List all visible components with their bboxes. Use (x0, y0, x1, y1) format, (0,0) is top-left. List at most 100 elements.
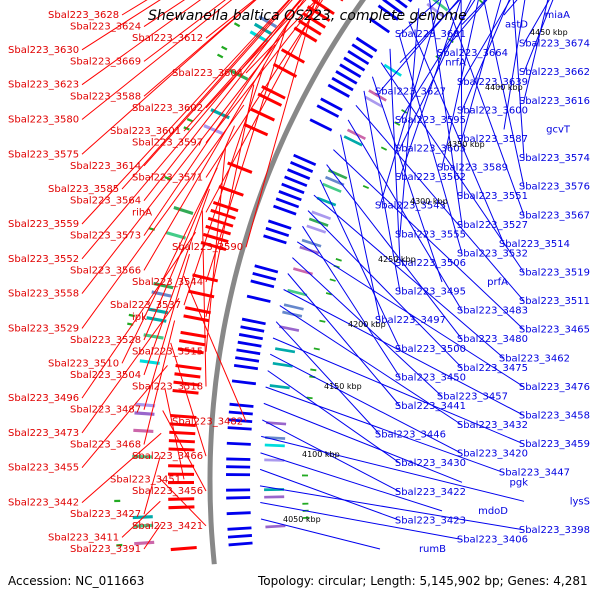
right-strand-gene (382, 0, 404, 15)
left-strand-gene (192, 273, 219, 283)
right-gene-label: Sbal223_3423 (395, 515, 466, 526)
right-strand-gene (265, 226, 290, 238)
callout-line (260, 502, 463, 540)
left-gene-label: Sbal223_3515 (132, 347, 203, 358)
feature-block (325, 175, 345, 187)
left-gene-label: Sbal223_3669 (70, 56, 141, 67)
callout-line (143, 523, 162, 550)
feature-block (272, 361, 293, 368)
gene-callout-lines (81, 0, 554, 550)
callout-line (371, 76, 443, 283)
left-gene-label: Sbal223_3597 (132, 138, 203, 149)
right-strand-gene (309, 118, 333, 132)
callout-line (445, 0, 525, 216)
right-gene-label: Sbal223_3616 (519, 96, 590, 107)
right-gene-label: Sbal223_3422 (395, 487, 466, 498)
feature-block (265, 524, 286, 529)
feature-dot (329, 278, 336, 282)
right-strand-gene (267, 219, 292, 230)
feature-block (316, 196, 337, 207)
callout-line (441, 0, 479, 168)
right-gene-label: Sbal223_3567 (519, 210, 590, 221)
right-strand-gene (407, 0, 413, 3)
right-strand-gene (226, 441, 251, 446)
right-gene-label: miaA (545, 10, 571, 21)
right-gene-label: Sbal223_3500 (395, 344, 466, 355)
feature-block (258, 15, 278, 29)
left-strand-gene (218, 185, 244, 197)
callout-line (143, 0, 257, 97)
callout-line (143, 0, 293, 167)
feature-dot (325, 292, 333, 296)
left-gene-label: Sbal223_3510 (48, 358, 119, 369)
callout-line (379, 0, 459, 92)
callout-line (275, 321, 381, 435)
left-strand-gene (175, 363, 202, 371)
right-gene-label: Sbal223_3430 (395, 458, 466, 469)
feature-dot (221, 45, 228, 51)
callout-line (355, 104, 525, 302)
feature-dot (216, 53, 224, 59)
right-strand-gene (275, 197, 300, 209)
feature-block (264, 443, 285, 448)
right-gene-label: Sbal223_3495 (395, 287, 466, 298)
right-gene-label: Sbal223_3483 (457, 306, 528, 317)
callout-line (143, 125, 235, 341)
kbp-tick-label: 4200 kbp (348, 320, 386, 329)
right-gene-label: Sbal223_3562 (395, 172, 466, 183)
callout-line (399, 0, 462, 178)
feature-block (306, 224, 327, 234)
right-strand-gene (281, 182, 305, 195)
kbp-tick-label: 4400 kbp (485, 83, 523, 92)
right-gene-label: Sbal223_3664 (437, 48, 508, 59)
callout-line (461, 0, 511, 83)
callout-line (503, 0, 526, 130)
right-gene-label: Sbal223_3600 (457, 105, 528, 116)
right-strand-gene (368, 17, 391, 34)
left-gene-label: Sbal223_3544 (132, 277, 203, 288)
right-gene-label: Sbal223_3459 (519, 439, 590, 450)
right-strand-gene (228, 410, 253, 416)
callout-line (461, 0, 510, 111)
feature-block (287, 288, 308, 297)
right-gene-label: Sbal223_3681 (395, 29, 466, 40)
left-strand-gene (207, 216, 234, 228)
right-gene-label: Sbal223_3475 (457, 363, 528, 374)
left-strand-gene (243, 122, 269, 137)
callout-line (121, 500, 161, 538)
callout-line (347, 119, 463, 311)
left-gene-label: Sbal223_3496 (8, 393, 79, 404)
callout-line (340, 134, 381, 321)
callout-line (483, 0, 525, 187)
page-title: Shewanella baltica OS223, complete genom… (148, 8, 467, 24)
callout-line (307, 210, 463, 369)
feature-dot (128, 313, 135, 318)
left-gene-label: Sbal223_3537 (110, 300, 181, 311)
left-strand-gene (168, 480, 195, 485)
right-strand-gene (355, 36, 378, 53)
feature-block (283, 303, 304, 311)
right-strand-gene (227, 534, 253, 539)
callout-line (333, 149, 525, 331)
genome-backbone (207, 0, 366, 565)
callout-line (170, 342, 207, 457)
right-strand-gene (228, 418, 253, 423)
feature-dot (116, 543, 123, 547)
feature-block (229, 68, 249, 81)
left-gene-label: Sbal223_3487 (70, 405, 141, 416)
right-gene-label: Sbal223_3432 (457, 420, 528, 431)
callout-line (261, 435, 525, 502)
callout-line (313, 194, 505, 359)
right-strand-gene (335, 70, 358, 85)
callout-line (205, 24, 288, 283)
callout-line (81, 298, 180, 434)
left-gene-label: Sbal223_3529 (8, 323, 79, 334)
feature-block (292, 267, 313, 276)
feature-dot (233, 22, 241, 28)
callout-line (159, 478, 207, 527)
right-strand-gene (327, 83, 350, 98)
right-gene-label: nrfA (445, 58, 466, 69)
left-strand-gene (174, 372, 201, 379)
callout-line (81, 104, 245, 329)
right-strand-gene (293, 153, 317, 166)
